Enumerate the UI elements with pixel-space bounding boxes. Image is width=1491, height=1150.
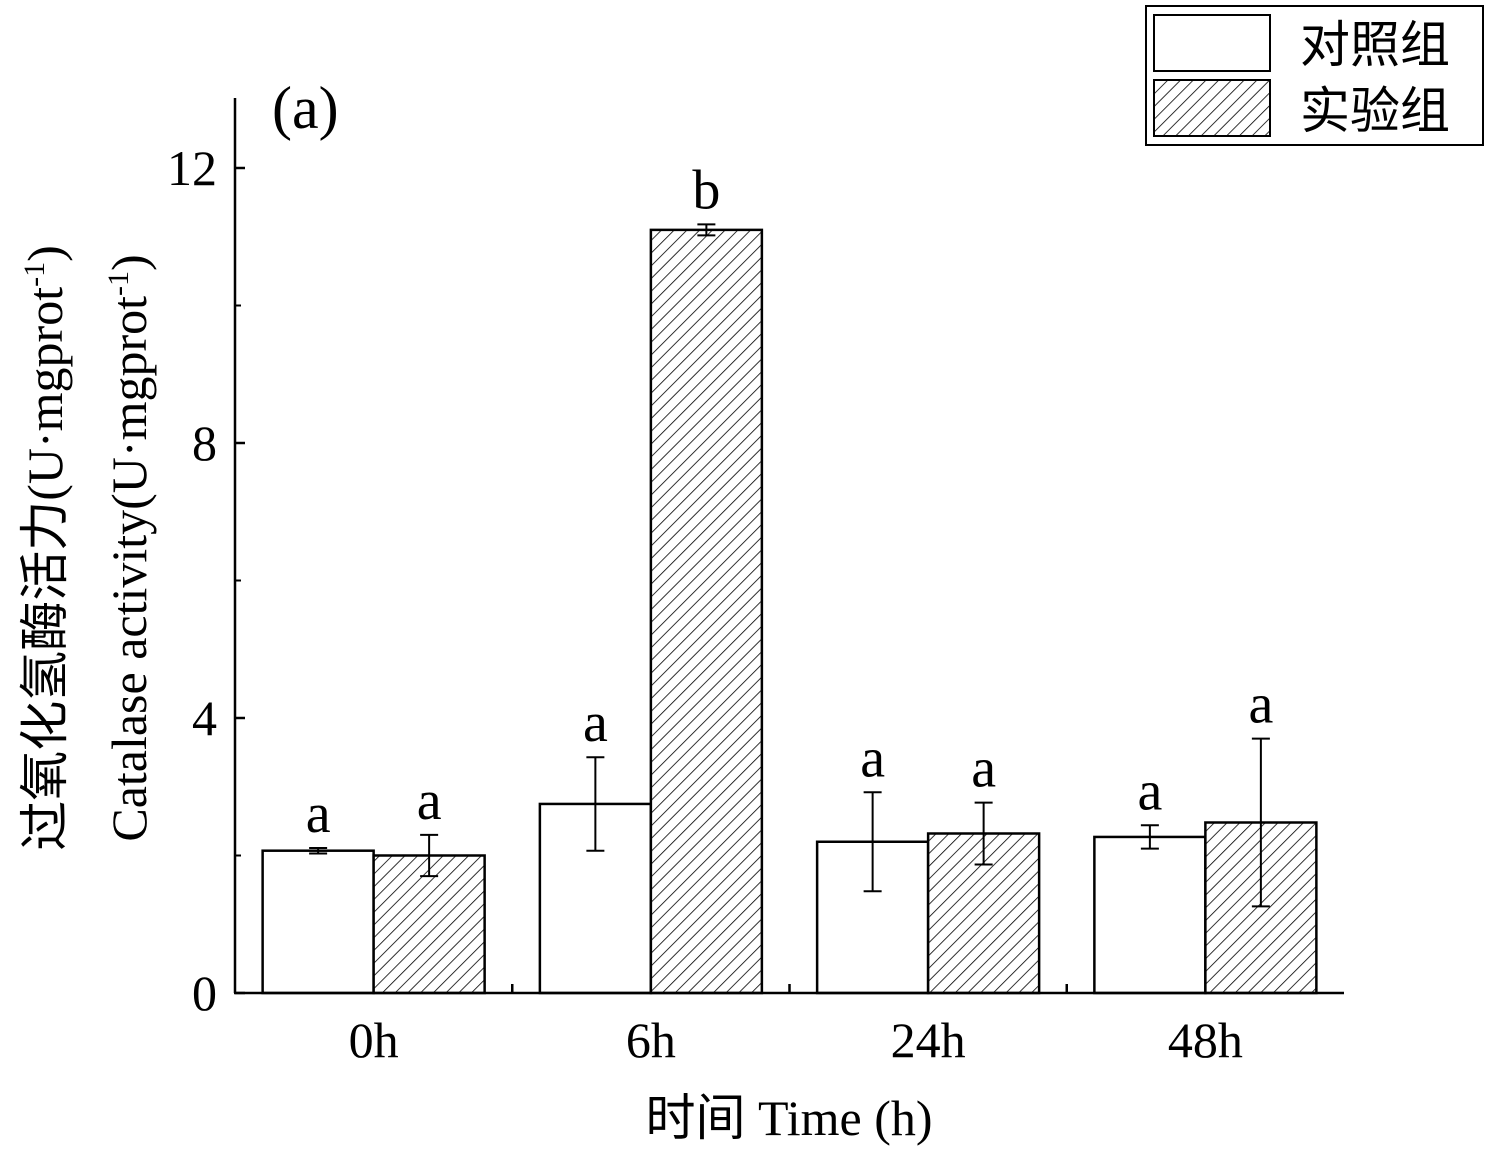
bar-control-48h [1093, 835, 1207, 995]
legend-swatch-control [1153, 14, 1271, 72]
bar-experiment-6h [649, 228, 764, 995]
x-tick-label-24h: 24h [891, 1012, 966, 1068]
y-axis-title-en-main: Catalase activity(U·mgprot [101, 296, 157, 842]
sig-letter-experiment-48h: a [1248, 674, 1273, 736]
legend-label-control: 对照组 [1300, 17, 1450, 73]
sig-letter-control-48h: a [1137, 760, 1162, 822]
y-tick-label-0: 0 [192, 965, 217, 1021]
legend: 对照组 实验组 [1145, 5, 1484, 146]
y-ticks: 0 4 8 12 [167, 140, 245, 1021]
significance-letters: a a a b a a a a [306, 159, 1274, 845]
errors-layer [309, 223, 1270, 908]
bar-experiment-0h [372, 854, 486, 995]
y-axis-title-zh-main: 过氧化氢酶活力(U·mgprot [17, 287, 73, 851]
x-tick-label-48h: 48h [1168, 1012, 1243, 1068]
sig-letter-control-6h: a [583, 692, 608, 754]
y-axis-title-zh: 过氧化氢酶活力(U·mgprot-1) [17, 245, 73, 851]
y-axis-title-en-sup: -1 [102, 271, 135, 296]
sig-letter-control-0h: a [306, 783, 331, 845]
sig-letter-experiment-0h: a [417, 770, 442, 832]
sig-letter-experiment-24h: a [971, 738, 996, 800]
y-axis-title-zh-sup: -1 [18, 262, 51, 287]
y-axis-title-en-close: ) [101, 254, 157, 271]
x-tick-label-0h: 0h [349, 1012, 399, 1068]
bar-experiment-24h [926, 832, 1041, 995]
y-axis-title-en: Catalase activity(U·mgprot-1) [101, 254, 157, 841]
y-tick-label-4: 4 [192, 690, 217, 746]
y-tick-label-12: 12 [167, 140, 217, 196]
x-axis-title: 时间 Time (h) [645, 1090, 932, 1146]
bar-control-0h [261, 849, 375, 995]
x-tick-label-6h: 6h [626, 1012, 676, 1068]
panel-label: (a) [272, 75, 339, 141]
y-tick-label-8: 8 [192, 415, 217, 471]
y-axis-title-zh-close: ) [17, 245, 73, 262]
sig-letter-experiment-6h: b [692, 159, 720, 221]
sig-letter-control-24h: a [860, 727, 885, 789]
legend-label-experiment: 实验组 [1300, 83, 1450, 139]
x-ticks: 0h 6h 24h 48h [349, 984, 1243, 1068]
bars-layer [261, 228, 1318, 995]
legend-swatch-experiment [1153, 79, 1271, 137]
x-axis: 0h 6h 24h 48h [234, 984, 1344, 1068]
y-axis: 0 4 8 12 [167, 98, 245, 1021]
